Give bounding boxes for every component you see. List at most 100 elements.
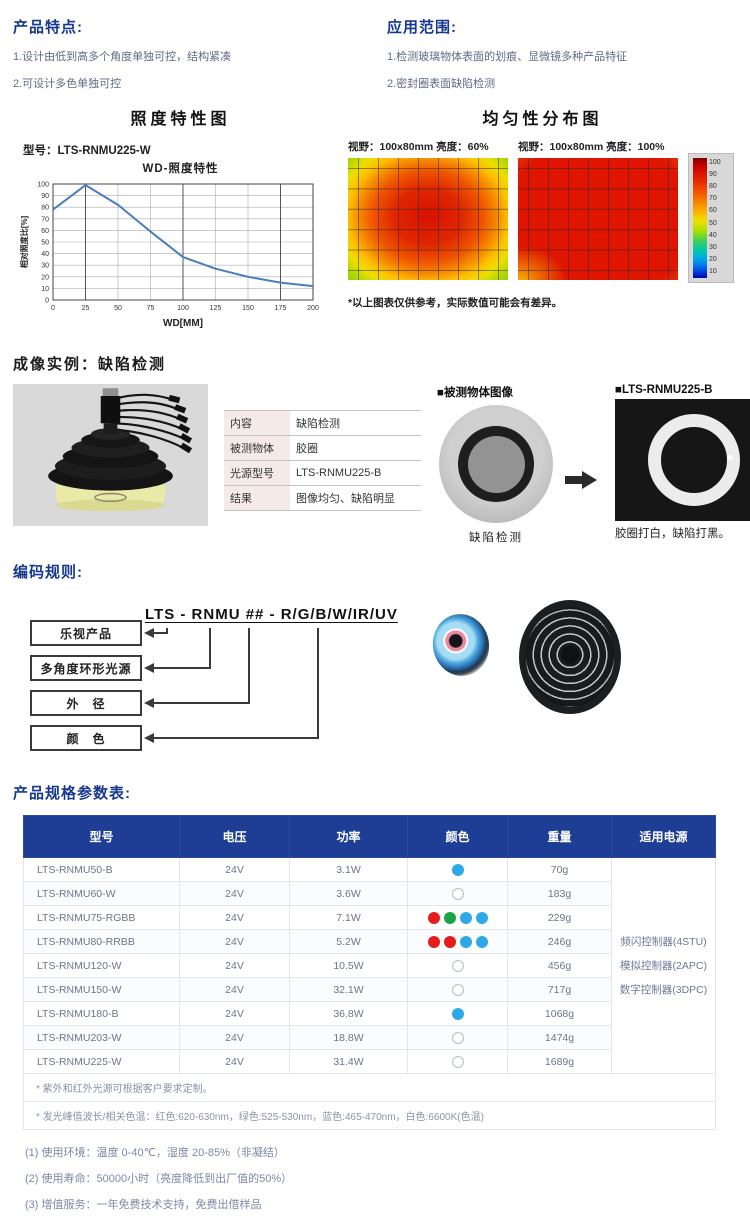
svg-text:40: 40 bbox=[41, 251, 49, 258]
table-footnote: * 发光峰值波长/相关色温：红色:620-630nm，绿色:525-530nm，… bbox=[23, 1101, 716, 1130]
color-dot-red bbox=[427, 911, 440, 924]
oring-outer bbox=[439, 405, 553, 523]
cell-voltage: 24V bbox=[179, 977, 290, 1002]
cell-power: 18.8W bbox=[289, 1025, 408, 1050]
cell-weight: 456g bbox=[507, 953, 612, 978]
connector-line bbox=[154, 632, 168, 634]
col-header-model: 型号 bbox=[23, 815, 180, 858]
cell-model: LTS-RNMU80-RRBB bbox=[23, 929, 180, 954]
color-dot-white bbox=[451, 1055, 464, 1068]
heatmap-label-60: 视野：100x80mm 亮度：60% bbox=[348, 141, 489, 153]
applications-section: 应用范围: 1.检测玻璃物体表面的划痕、显微镜多种产品特征 2.密封圈表面缺陷检… bbox=[375, 16, 737, 91]
cell-weight: 1068g bbox=[507, 1001, 612, 1026]
spec-notes: (1) 使用环境：温度 0-40℃，湿度 20-85%（非凝结） (2) 使用寿… bbox=[25, 1144, 737, 1212]
cell-voltage: 24V bbox=[179, 1025, 290, 1050]
uniformity-footnote: *以上图表仅供参考，实际数值可能会有差异。 bbox=[348, 297, 563, 309]
cell-power: 36.8W bbox=[289, 1001, 408, 1026]
colorbar-tick: 50 bbox=[709, 219, 717, 227]
cell-model: LTS-RNMU60-W bbox=[23, 881, 180, 906]
colorbar-tick: 100 bbox=[709, 159, 721, 166]
color-dot-white bbox=[451, 1031, 464, 1044]
power-supply-option: 频闪控制器(4STU) bbox=[620, 935, 707, 948]
color-dot-green bbox=[443, 911, 456, 924]
spec-note: (1) 使用环境：温度 0-40℃，湿度 20-85%（非凝结） bbox=[25, 1147, 285, 1159]
cell-weight: 70g bbox=[507, 857, 612, 882]
cell-color bbox=[407, 1001, 508, 1026]
uniformity-title: 均匀性分布图 bbox=[482, 111, 603, 128]
result-photo-title: ■LTS-RNMU225-B bbox=[615, 384, 713, 396]
cell-power: 3.1W bbox=[289, 857, 408, 882]
ring-light-photo-large bbox=[519, 600, 621, 714]
svg-text:WD[MM]: WD[MM] bbox=[163, 318, 203, 329]
coding-title: 编码规则: bbox=[13, 564, 83, 581]
cell-color bbox=[407, 1049, 508, 1074]
result-photo-block: ■LTS-RNMU225-B 胶圈打白，缺陷打黑。 bbox=[615, 384, 750, 545]
cell-voltage: 24V bbox=[179, 929, 290, 954]
cell-weight: 1689g bbox=[507, 1049, 612, 1074]
cell-color bbox=[407, 929, 508, 954]
imaging-section: 成像实例：缺陷检测 bbox=[13, 353, 750, 545]
heatmap-label-100: 视野：100x80mm 亮度：100% bbox=[518, 141, 665, 153]
cell-weight: 717g bbox=[507, 977, 612, 1002]
application-item: 2.密封圈表面缺陷检测 bbox=[387, 78, 496, 90]
svg-text:10: 10 bbox=[41, 286, 49, 293]
spec-title: 产品规格参数表: bbox=[13, 785, 131, 802]
color-dot-white bbox=[451, 959, 464, 972]
chart-title: WD-照度特性 bbox=[142, 163, 219, 175]
info-label: 光源型号 bbox=[224, 460, 290, 486]
cell-color bbox=[407, 857, 508, 882]
svg-text:0: 0 bbox=[51, 305, 55, 312]
info-value: 缺陷检测 bbox=[296, 418, 340, 430]
info-label: 被测物体 bbox=[224, 435, 290, 461]
oring-center bbox=[467, 435, 525, 493]
spec-row: LTS-RNMU150-W 24V 32.1W 717g bbox=[23, 977, 716, 1002]
connector-line bbox=[317, 628, 319, 739]
connector-line bbox=[154, 737, 319, 739]
col-header-power: 功率 bbox=[289, 815, 408, 858]
color-dot-blue bbox=[459, 935, 472, 948]
info-label: 结果 bbox=[224, 485, 290, 511]
color-dot-red bbox=[427, 935, 440, 948]
cell-power: 3.6W bbox=[289, 881, 408, 906]
coding-diagram: LTS - RNMU ## - R/G/B/W/IR/UV 乐视产品 多角度环形… bbox=[13, 586, 737, 768]
cell-power: 7.1W bbox=[289, 905, 408, 930]
spec-row: LTS-RNMU60-W 24V 3.6W 183g bbox=[23, 881, 716, 906]
spec-row: LTS-RNMU180-B 24V 36.8W 1068g bbox=[23, 1001, 716, 1026]
spec-header-row: 型号 电压 功率 颜色 重量 适用电源 bbox=[23, 815, 716, 858]
colorbar: 100 90 80 70 60 50 40 30 20 10 bbox=[688, 153, 734, 283]
uniformity-section: 均匀性分布图 视野：100x80mm 亮度：60% 视野：100x80mm 亮度… bbox=[348, 105, 737, 337]
imaging-setup-photo bbox=[13, 384, 208, 526]
connector-line bbox=[209, 628, 211, 669]
colorbar-tick: 10 bbox=[709, 267, 717, 275]
uniformity-heatmap-60 bbox=[348, 158, 508, 280]
illuminance-chart-svg: 0 10 20 30 40 50 60 70 80 90 100 0 25 50 75 100 125 150 17… bbox=[19, 182, 319, 330]
object-photo-title: ■被测物体图像 bbox=[437, 387, 513, 399]
col-header-color: 颜色 bbox=[407, 815, 508, 858]
object-photo bbox=[437, 403, 555, 525]
svg-text:70: 70 bbox=[41, 216, 49, 223]
heatmap-grid bbox=[348, 158, 508, 280]
cell-weight: 229g bbox=[507, 905, 612, 930]
col-header-power-supply: 适用电源 bbox=[611, 815, 716, 858]
svg-text:75: 75 bbox=[147, 305, 155, 312]
colorbar-gradient bbox=[693, 158, 707, 278]
heatmap-block-60: 视野：100x80mm 亮度：60% bbox=[348, 139, 508, 283]
svg-text:100: 100 bbox=[177, 305, 189, 312]
svg-text:150: 150 bbox=[242, 305, 254, 312]
code-box-diameter: 外 径 bbox=[30, 690, 142, 716]
table-footnote-row: * 发光峰值波长/相关色温：红色:620-630nm，绿色:525-530nm，… bbox=[23, 1101, 716, 1130]
info-value: LTS-RNMU225-B bbox=[296, 467, 382, 479]
info-label: 内容 bbox=[224, 410, 290, 436]
svg-text:200: 200 bbox=[307, 305, 319, 312]
connector-line bbox=[166, 628, 168, 634]
spec-row: LTS-RNMU75-RGBB 24V 7.1W 229g bbox=[23, 905, 716, 930]
connector-line bbox=[154, 667, 211, 669]
connector-arrow bbox=[144, 663, 154, 673]
power-supply-options: 频闪控制器(4STU) 模拟控制器(2APC) 数字控制器(3DPC) bbox=[611, 857, 716, 1074]
spec-note: (3) 增值服务：一年免费技术支持，免费出借样品 bbox=[25, 1199, 262, 1211]
svg-text:30: 30 bbox=[41, 263, 49, 270]
power-supply-option: 数字控制器(3DPC) bbox=[619, 983, 708, 996]
colorbar-tick: 40 bbox=[709, 231, 717, 239]
color-dot-blue bbox=[475, 911, 488, 924]
